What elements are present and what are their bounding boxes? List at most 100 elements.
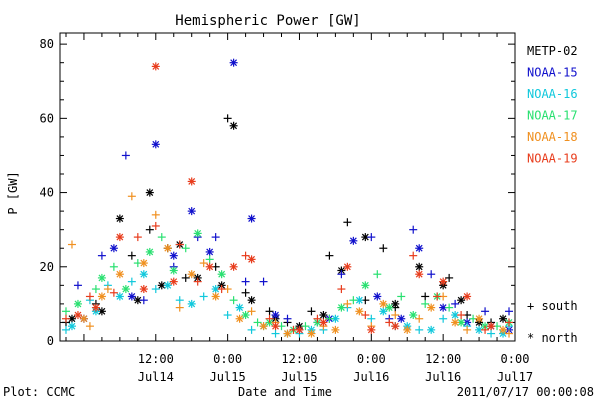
y-tick-label: 20 <box>40 260 54 274</box>
north-point-d2 <box>475 326 483 334</box>
south-point <box>175 240 184 249</box>
south-point <box>241 288 250 297</box>
north-point <box>235 303 244 312</box>
south-point <box>367 314 376 323</box>
south-point <box>85 292 94 301</box>
x-tick-label-date: Jul14 <box>138 370 174 384</box>
x-tick-label-date: Jul15 <box>210 370 246 384</box>
north-point-d2 <box>128 293 136 300</box>
north-point <box>241 311 250 320</box>
north-point <box>205 247 214 256</box>
north-point <box>331 325 340 334</box>
north-point <box>187 299 196 308</box>
south-point <box>301 322 310 331</box>
south-point <box>397 292 406 301</box>
south-point <box>109 262 118 271</box>
south-point <box>283 314 292 323</box>
north-point-d2 <box>218 270 226 278</box>
south-point <box>361 311 370 320</box>
south-point <box>199 292 208 301</box>
north-point-d2 <box>403 326 411 334</box>
north-point <box>235 314 244 323</box>
north-point-d2 <box>134 296 142 304</box>
north-point <box>355 307 364 316</box>
south-point <box>61 307 70 316</box>
north-point <box>73 311 82 320</box>
north-point-d2 <box>116 293 124 300</box>
south-point <box>73 281 82 290</box>
footer-timestamp: 2011/07/17 00:00:08 <box>457 385 594 399</box>
north-point <box>121 285 130 294</box>
north-point <box>487 322 496 331</box>
north-point-d2 <box>230 59 238 67</box>
south-point <box>247 307 256 316</box>
south-point <box>421 299 430 308</box>
y-tick-label: 40 <box>40 186 54 200</box>
north-point <box>427 325 436 334</box>
legend-series-label: NOAA-16 <box>527 87 578 101</box>
north-point <box>139 270 148 279</box>
legend-series-label: NOAA-19 <box>527 152 578 166</box>
south-point <box>121 151 130 160</box>
south-point <box>181 273 190 282</box>
north-point-d2 <box>80 315 88 323</box>
north-point <box>259 322 268 331</box>
north-point <box>307 329 316 338</box>
south-point <box>259 277 268 286</box>
south-point <box>463 325 472 334</box>
south-point <box>151 285 160 294</box>
north-point <box>229 262 238 271</box>
x-tick-label-time: 0:00 <box>213 352 242 366</box>
footer-plot-credit: Plot: CCMC <box>3 385 75 399</box>
north-point-d2 <box>463 293 471 300</box>
north-point-d2 <box>439 278 447 286</box>
north-point-d2 <box>230 263 238 271</box>
north-point <box>355 296 364 305</box>
north-point-d2 <box>355 296 363 304</box>
north-point <box>193 229 202 238</box>
south-point <box>391 311 400 320</box>
north-point-d2 <box>122 285 130 293</box>
north-point-d2 <box>499 315 507 323</box>
north-point-d2 <box>439 304 447 312</box>
north-point <box>247 255 256 264</box>
north-point <box>475 314 484 323</box>
north-point <box>463 292 472 301</box>
north-point-d2 <box>188 207 196 215</box>
south-point <box>253 318 262 327</box>
south-point <box>505 329 514 338</box>
north-point <box>109 244 118 253</box>
north-point-d2 <box>415 263 423 271</box>
north-point-d2 <box>236 304 244 312</box>
north-point <box>391 299 400 308</box>
south-point <box>127 192 136 201</box>
south-point <box>445 303 454 312</box>
north-point-d2 <box>248 255 256 263</box>
y-tick-label: 0 <box>47 334 54 348</box>
north-point-d2 <box>260 322 267 330</box>
south-point <box>241 251 250 260</box>
legend-series-label: NOAA-15 <box>527 66 578 80</box>
north-point <box>439 277 448 286</box>
north-point-d2 <box>284 330 291 338</box>
south-point <box>271 329 280 338</box>
north-point <box>415 262 424 271</box>
north-point <box>367 325 376 334</box>
north-point-d2 <box>337 304 345 312</box>
north-point-d2 <box>98 274 106 282</box>
south-point <box>97 251 106 260</box>
south-point <box>325 314 334 323</box>
south-point <box>61 314 70 323</box>
north-point-d2 <box>98 307 106 315</box>
north-point-d2 <box>487 322 495 330</box>
y-tick-label: 80 <box>40 37 54 51</box>
south-point <box>205 255 214 264</box>
north-point-d2 <box>391 300 399 308</box>
north-point <box>499 314 508 323</box>
north-point <box>115 214 124 223</box>
north-point-d2 <box>170 278 178 286</box>
north-point-d2 <box>427 304 435 312</box>
north-point-d2 <box>349 237 357 245</box>
north-point <box>163 281 172 290</box>
south-point <box>343 218 352 227</box>
